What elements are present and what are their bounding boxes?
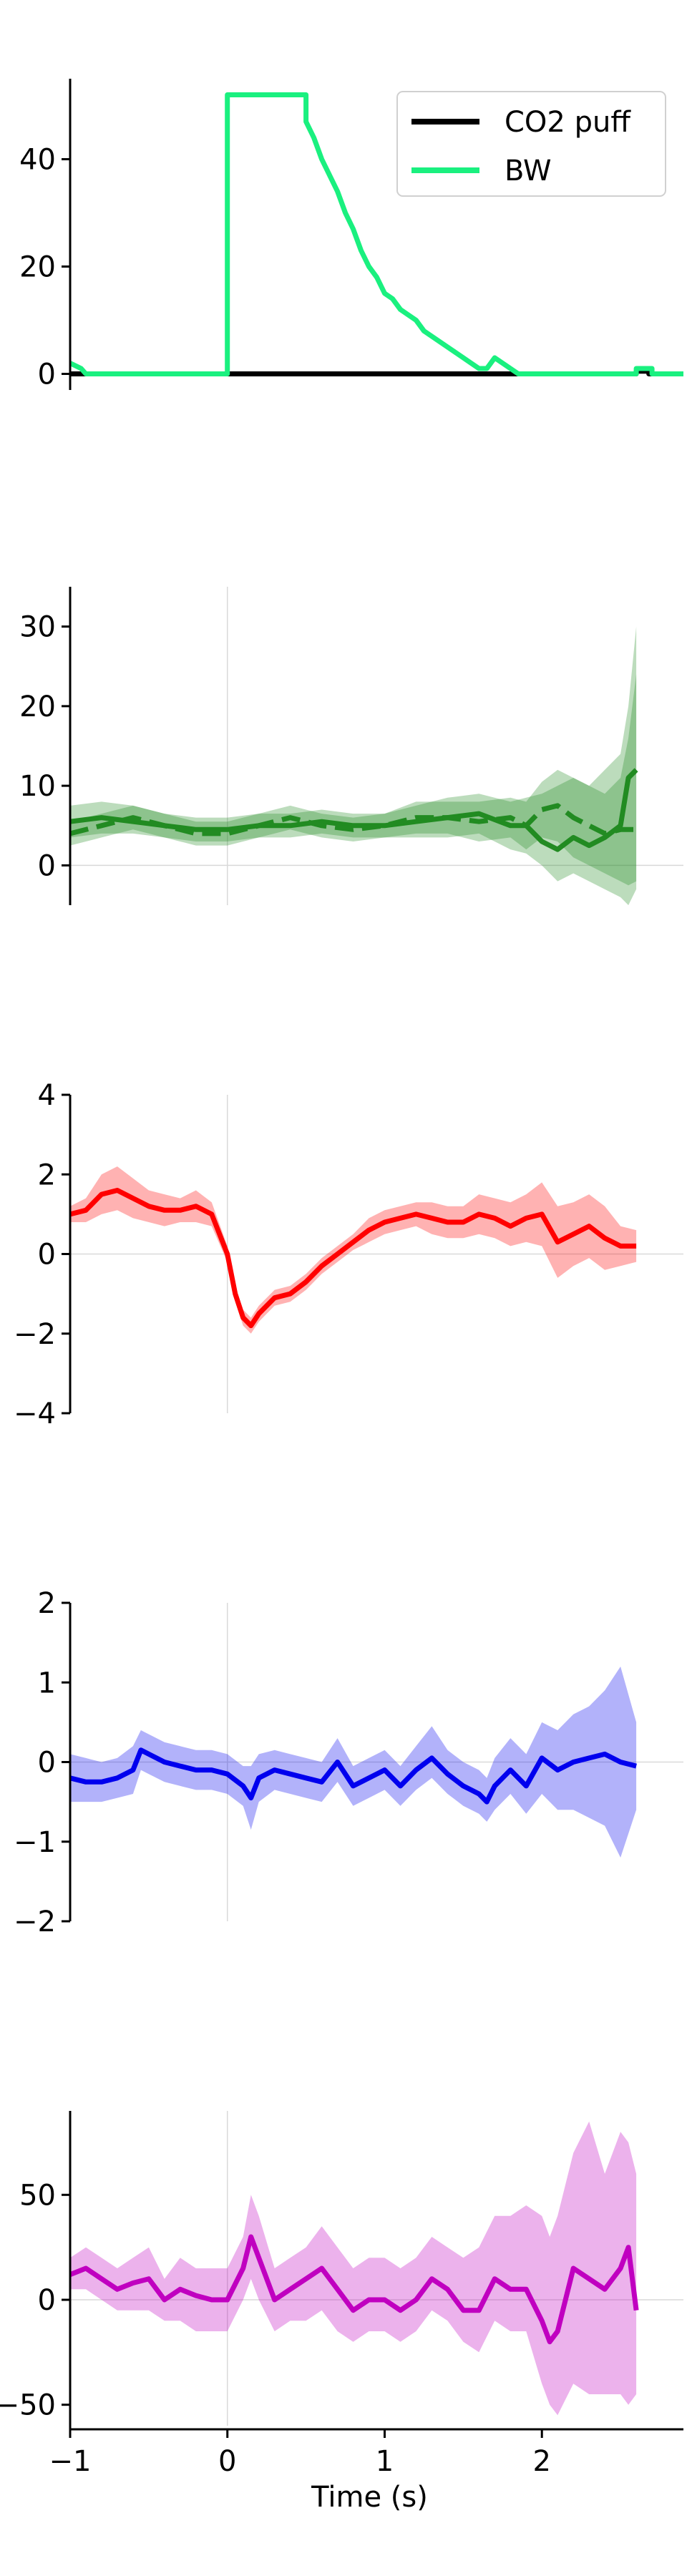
y-tick-label: 0 xyxy=(38,358,56,391)
y-tick-label: 0 xyxy=(38,1239,56,1272)
confidence-band-1 xyxy=(70,1166,637,1334)
series-line-2 xyxy=(69,803,637,836)
series-line-1 xyxy=(69,1188,637,1329)
y-tick-label: −1 xyxy=(14,1826,56,1859)
y-tick-label: 0 xyxy=(38,849,56,882)
y-tick-label: 20 xyxy=(19,691,56,723)
x-tick-label: 2 xyxy=(533,2445,551,2478)
y-tick-label: 10 xyxy=(19,770,56,803)
panel-1: 0 20 40 CO2 puff BW xyxy=(19,79,683,391)
y-tick-label: 40 xyxy=(19,144,56,177)
panel-5: −50 0 50 −1 0 1 2 Time (s) xyxy=(0,2111,683,2514)
series-line-1 xyxy=(69,2234,639,2345)
y-tick-label: 30 xyxy=(19,611,56,644)
y-tick-label: 20 xyxy=(19,251,56,284)
panel-3: −4 −2 0 2 4 xyxy=(14,1079,683,1430)
y-tick-label: 4 xyxy=(38,1079,56,1112)
y-tick-label: −2 xyxy=(14,1906,56,1938)
x-tick-label: 0 xyxy=(218,2445,236,2478)
legend-label: BW xyxy=(505,155,552,187)
series-line-1 xyxy=(69,1747,637,1805)
confidence-band-1 xyxy=(70,2121,637,2416)
series-line-2 xyxy=(69,92,683,376)
panel-4: −2 −1 0 1 2 xyxy=(14,1587,683,1938)
y-tick-label: 0 xyxy=(38,2284,56,2317)
x-tick-label: −1 xyxy=(49,2445,92,2478)
y-tick-label: −2 xyxy=(14,1318,56,1351)
confidence-band-1 xyxy=(70,626,637,905)
y-tick-label: 0 xyxy=(38,1747,56,1780)
y-tick-label: 2 xyxy=(38,1587,56,1620)
y-tick-label: 50 xyxy=(19,2179,56,2212)
y-tick-label: 2 xyxy=(38,1158,56,1191)
confidence-band-1 xyxy=(70,1667,637,1858)
x-tick-label: 1 xyxy=(376,2445,394,2478)
panel-2: 0 10 20 30 xyxy=(19,587,683,905)
y-tick-label: −50 xyxy=(0,2389,56,2422)
y-tick-label: 1 xyxy=(38,1667,56,1699)
x-axis-label: Time (s) xyxy=(311,2481,428,2514)
y-tick-label: −4 xyxy=(14,1397,56,1430)
legend-label: CO2 puff xyxy=(505,106,631,139)
